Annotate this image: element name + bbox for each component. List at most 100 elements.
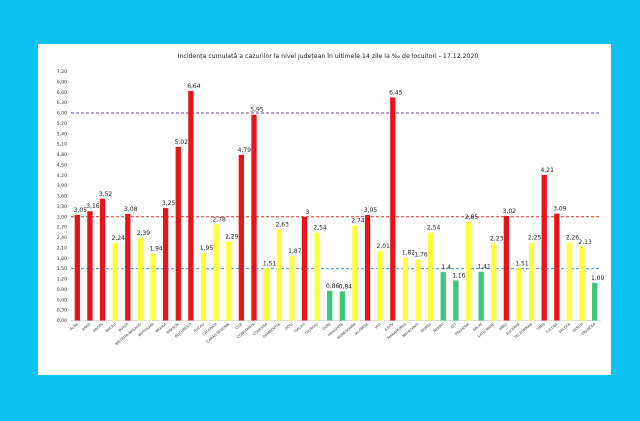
data-label: 2,29 <box>225 233 239 240</box>
data-label: 2,13 <box>578 239 592 246</box>
bar <box>440 272 446 321</box>
bar <box>162 208 169 321</box>
bar <box>503 216 510 321</box>
data-label: 3,05 <box>364 207 378 214</box>
y-tick-label: 7,20 <box>57 69 67 75</box>
bar <box>541 174 547 321</box>
category-label: SALAJ <box>472 322 483 332</box>
data-label: 2,78 <box>212 216 226 223</box>
data-label: 2,23 <box>490 235 504 242</box>
bar <box>213 224 219 321</box>
y-tick-label: 5,40 <box>57 131 67 137</box>
category-label: GIURGIU <box>304 322 319 335</box>
data-label: 2,26 <box>566 234 580 241</box>
y-tick-label: 1,80 <box>57 256 67 262</box>
data-label: 2,01 <box>376 243 390 250</box>
bar <box>427 232 434 321</box>
data-label: 2,54 <box>313 225 327 232</box>
data-label: 3,05 <box>74 207 88 214</box>
bar <box>112 243 118 321</box>
y-tick-label: 5,10 <box>57 142 67 148</box>
data-label: 6,45 <box>389 89 403 96</box>
data-label: 1,82 <box>402 250 416 257</box>
category-label: NEAMT <box>433 322 446 334</box>
y-tick-label: 2,40 <box>57 235 67 241</box>
bar <box>87 211 93 321</box>
y-tick-label: 4,20 <box>57 173 67 179</box>
data-label: 0,84 <box>339 283 353 290</box>
category-label: VALCEA <box>558 322 572 334</box>
data-label: 2,54 <box>427 225 441 232</box>
y-tick-label: 6,00 <box>57 111 67 117</box>
bar <box>352 225 358 321</box>
category-label: CLUJ <box>234 322 243 330</box>
data-label: 3,16 <box>86 203 100 210</box>
category-label: GORJ <box>322 322 332 331</box>
bar <box>402 257 409 321</box>
data-label: 4,79 <box>238 147 252 154</box>
category-label: DOLJ <box>284 322 293 331</box>
data-label: 1,94 <box>149 245 163 252</box>
data-label: 6,64 <box>187 83 201 90</box>
bar <box>150 253 156 321</box>
category-label: VASLUI <box>572 322 584 333</box>
chart-title: Incidența cumulată a cazurilor la nivel … <box>178 52 479 61</box>
y-tick-label: 4,80 <box>57 152 67 158</box>
bar <box>491 243 497 321</box>
category-label: TIMIS <box>535 322 546 332</box>
category-label: CARAS-SEVERIN <box>206 322 231 344</box>
y-tick-label: 0,00 <box>57 318 67 324</box>
data-label: 1,51 <box>263 260 277 267</box>
chart-card: Incidența cumulată a cazurilor la nivel … <box>38 44 611 375</box>
category-label: TULCEA <box>544 322 559 335</box>
bar <box>289 255 295 321</box>
data-label: 2,24 <box>111 235 125 242</box>
category-label: BIHOR <box>118 322 130 333</box>
bar <box>592 282 598 321</box>
data-label: 2,85 <box>465 214 479 221</box>
data-label: 3,08 <box>124 206 138 213</box>
bar <box>579 246 585 321</box>
y-tick-label: 4,50 <box>57 162 67 168</box>
bar <box>364 215 371 321</box>
bar <box>125 213 131 321</box>
bar <box>175 146 181 321</box>
y-tick-label: 0,60 <box>57 297 67 303</box>
y-tick-label: 3,60 <box>57 194 67 200</box>
data-label: 2,74 <box>351 218 365 225</box>
bar <box>314 232 320 321</box>
y-tick-label: 1,50 <box>57 266 67 272</box>
category-label: ARGES <box>92 322 105 333</box>
data-label: 1,95 <box>200 245 214 252</box>
bar <box>226 241 232 321</box>
data-label: 3,25 <box>162 200 176 207</box>
bar <box>188 90 194 321</box>
bar <box>516 268 522 321</box>
y-tick-label: 2,10 <box>57 245 67 251</box>
bar <box>554 213 560 321</box>
y-tick-label: 6,90 <box>57 79 67 85</box>
category-label: SIBIU <box>498 322 508 331</box>
data-label: 2,63 <box>276 222 290 229</box>
y-tick-label: 1,20 <box>57 277 67 283</box>
y-tick-label: 3,90 <box>57 183 67 189</box>
category-label: PRAHOVA <box>454 322 470 336</box>
y-tick-label: 0,30 <box>57 308 67 314</box>
data-label: 1,76 <box>414 252 428 259</box>
category-label: MURES <box>420 322 433 334</box>
y-tick-label: 6,30 <box>57 100 67 106</box>
data-label: 4,21 <box>541 167 555 174</box>
bar <box>276 229 282 321</box>
bar <box>566 242 573 321</box>
data-label: 1,4 <box>441 264 451 271</box>
data-label: 1,51 <box>515 260 529 267</box>
category-label: ILFOV <box>384 322 395 332</box>
bar <box>377 250 383 321</box>
y-tick-label: 2,70 <box>57 225 67 231</box>
bar <box>528 242 535 321</box>
bar <box>74 215 80 321</box>
data-label: 3,02 <box>503 208 517 215</box>
bar <box>390 97 396 321</box>
data-label: 0,86 <box>326 283 340 290</box>
y-tick-label: 0,90 <box>57 287 67 293</box>
